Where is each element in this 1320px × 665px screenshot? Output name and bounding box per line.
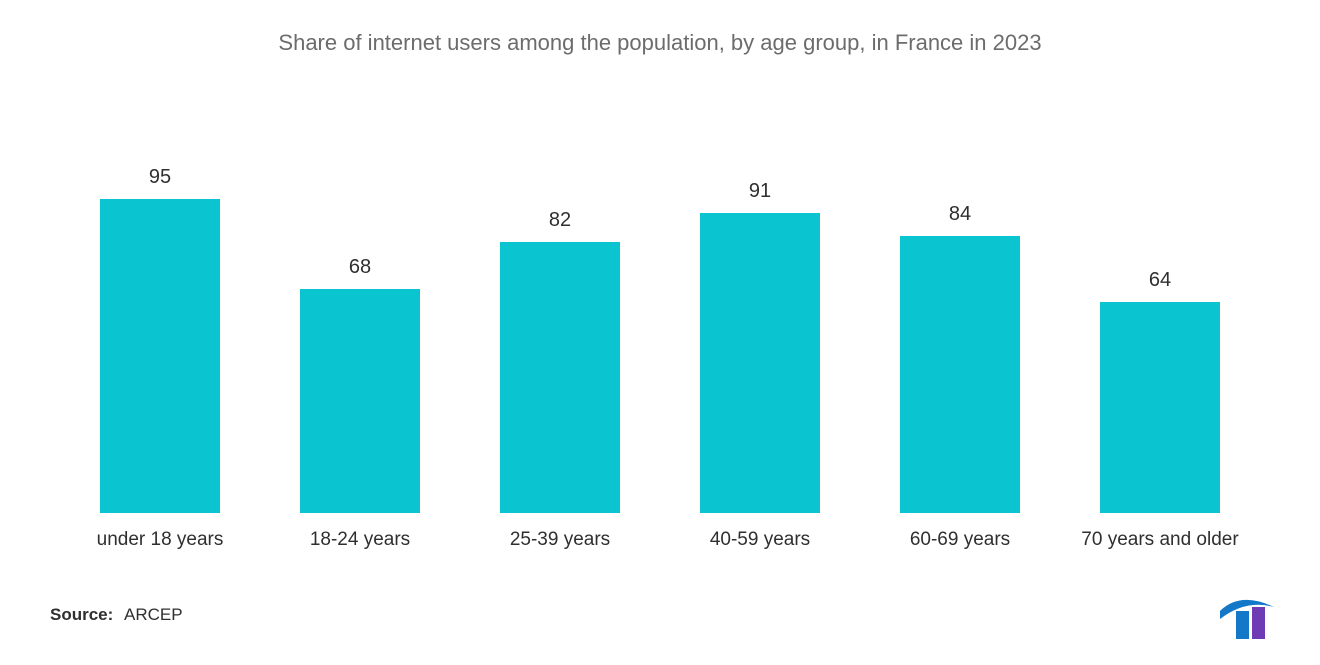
bar-category-label: 60-69 years [910, 527, 1010, 575]
bar-category-label: 70 years and older [1081, 527, 1238, 575]
bar-value-label: 82 [549, 209, 571, 232]
logo-bar-left [1236, 611, 1249, 639]
bar-category-label: 25-39 years [510, 527, 610, 575]
chart-container: Share of internet users among the popula… [0, 0, 1320, 665]
bar-group: 95 under 18 years [80, 166, 240, 575]
bar-group: 82 25-39 years [480, 209, 640, 575]
bar-value-label: 91 [749, 180, 771, 203]
bar-category-label: under 18 years [97, 527, 224, 575]
bar-rect [900, 236, 1020, 513]
bar-rect [500, 242, 620, 513]
bar-group: 68 18-24 years [280, 256, 440, 575]
bar-rect [700, 213, 820, 513]
plot-area: 95 under 18 years 68 18-24 years 82 25-39 yea… [50, 96, 1270, 595]
chart-title: Share of internet users among the popula… [50, 30, 1270, 56]
bar-rect [300, 289, 420, 513]
bar-rect [100, 199, 220, 513]
source-line: Source: ARCEP [50, 605, 1270, 625]
bar-group: 64 70 years and older [1080, 269, 1240, 575]
bar-value-label: 95 [149, 166, 171, 189]
bar-value-label: 68 [349, 256, 371, 279]
bar-rect [1100, 302, 1220, 513]
logo-bar-right [1252, 607, 1265, 639]
bar-value-label: 84 [949, 203, 971, 226]
brand-logo-icon [1216, 597, 1280, 641]
bar-group: 84 60-69 years [880, 203, 1040, 575]
bar-category-label: 40-59 years [710, 527, 810, 575]
source-value: ARCEP [124, 605, 183, 624]
bar-value-label: 64 [1149, 269, 1171, 292]
bar-group: 91 40-59 years [680, 180, 840, 575]
source-label: Source: [50, 605, 113, 624]
bar-category-label: 18-24 years [310, 527, 410, 575]
